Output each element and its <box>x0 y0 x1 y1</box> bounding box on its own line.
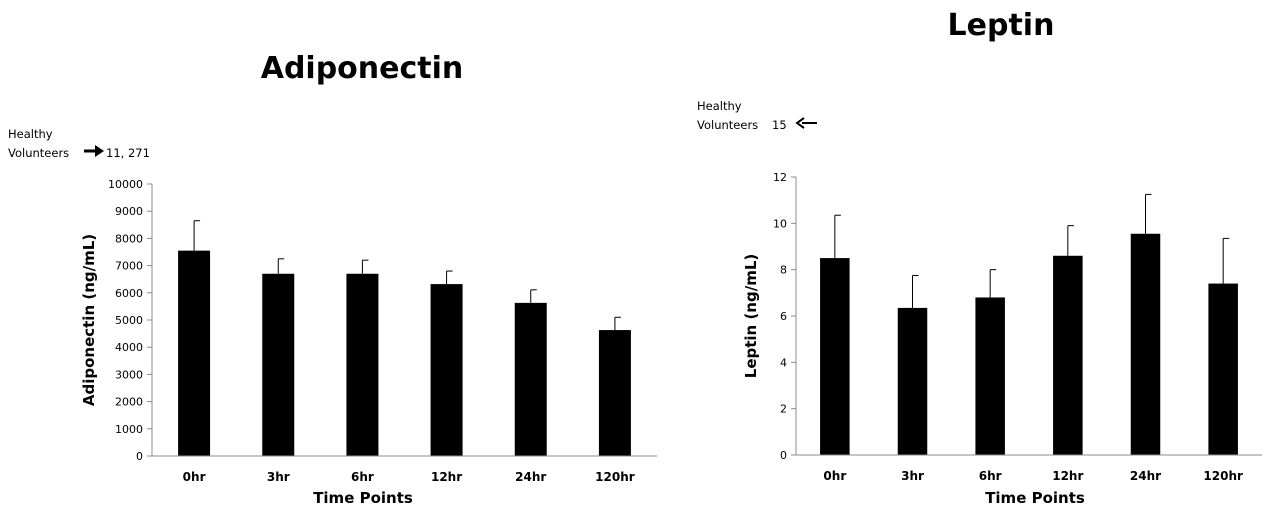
y-tick-label: 4000 <box>115 341 143 354</box>
y-tick-label: 1000 <box>115 423 143 436</box>
bar <box>820 258 850 455</box>
annotation-value: 11, 271 <box>106 146 150 160</box>
x-tick-label: 120hr <box>595 470 635 484</box>
y-axis-ticks: 0 1000 2000 3000 4000 5000 6000 7000 8000 9000 100… <box>108 178 152 463</box>
x-tick-label: 0hr <box>183 470 206 484</box>
x-tick-label: 6hr <box>351 470 374 484</box>
y-tick-label: 2 <box>780 403 787 416</box>
y-axis-label: Adiponectin (ng/mL) <box>80 234 98 406</box>
y-tick-label: 6000 <box>115 287 143 300</box>
annotation-arrow-icon <box>795 117 817 129</box>
bar <box>514 302 547 456</box>
x-tick-label: 0hr <box>823 469 846 483</box>
x-axis-ticks: 0hr 3hr 6hr 12hr 24hr 120hr <box>183 470 635 484</box>
annotation-line1: Healthy <box>697 99 742 113</box>
x-axis-label: Time Points <box>313 489 413 506</box>
y-tick-label: 8000 <box>115 232 143 245</box>
bar <box>598 330 631 456</box>
bars <box>820 193 1238 455</box>
x-tick-label: 12hr <box>431 470 462 484</box>
y-tick-label: 12 <box>773 171 787 184</box>
y-tick-label: 6 <box>780 310 787 323</box>
y-tick-label: 8 <box>780 264 787 277</box>
bar <box>346 273 379 456</box>
annotation-arrow-icon <box>84 145 104 157</box>
leptin-chart: Leptin Healthy Volunteers 15 0 2 4 6 8 10 12 0… <box>697 8 1262 506</box>
bars <box>178 220 631 456</box>
annotation-line2: Volunteers <box>8 146 69 160</box>
y-tick-label: 2000 <box>115 396 143 409</box>
y-tick-label: 5000 <box>115 314 143 327</box>
bar <box>1130 233 1161 455</box>
annotation-value: 15 <box>772 118 787 132</box>
x-tick-label: 24hr <box>515 470 546 484</box>
adiponectin-chart: Adiponectin Healthy Volunteers 11, 271 0… <box>8 51 657 506</box>
x-tick-label: 12hr <box>1052 469 1083 483</box>
chart-title: Leptin <box>948 8 1055 43</box>
x-tick-label: 120hr <box>1203 469 1243 483</box>
x-tick-label: 24hr <box>1130 469 1161 483</box>
y-tick-label: 9000 <box>115 205 143 218</box>
y-tick-label: 4 <box>780 356 787 369</box>
y-tick-label: 0 <box>780 449 787 462</box>
y-tick-label: 0 <box>136 450 143 463</box>
y-tick-label: 7000 <box>115 260 143 273</box>
x-axis-label: Time Points <box>985 489 1085 506</box>
bar <box>975 297 1005 455</box>
bar <box>178 250 211 456</box>
y-axis-label: Leptin (ng/mL) <box>742 254 760 378</box>
y-tick-label: 10000 <box>108 178 143 191</box>
bar <box>1053 255 1083 455</box>
x-tick-label: 3hr <box>901 469 924 483</box>
bar <box>1208 283 1238 455</box>
annotation-line2: Volunteers <box>697 118 758 132</box>
bar <box>430 284 463 456</box>
x-tick-label: 3hr <box>267 470 290 484</box>
x-tick-label: 6hr <box>979 469 1002 483</box>
y-tick-label: 10 <box>773 217 787 230</box>
chart-title: Adiponectin <box>261 51 464 86</box>
bar <box>897 307 928 455</box>
y-tick-label: 3000 <box>115 368 143 381</box>
bar <box>262 273 295 456</box>
x-axis-ticks: 0hr 3hr 6hr 12hr 24hr 120hr <box>823 469 1243 483</box>
y-axis-ticks: 0 2 4 6 8 10 12 <box>773 171 796 462</box>
annotation-line1: Healthy <box>8 127 53 141</box>
